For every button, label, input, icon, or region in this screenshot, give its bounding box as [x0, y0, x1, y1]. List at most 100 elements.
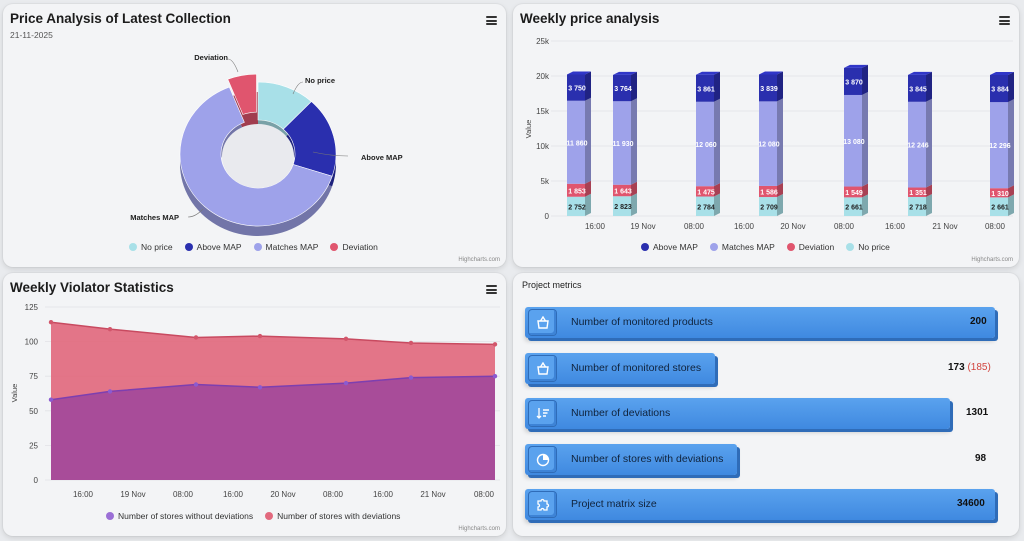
bar-segment[interactable] — [844, 186, 862, 198]
bar-segment[interactable] — [567, 74, 585, 101]
bar-top — [613, 71, 637, 75]
data-label: Deviation — [194, 53, 228, 62]
bar-segment[interactable] — [613, 101, 631, 185]
bar-segment[interactable] — [696, 74, 714, 102]
bar-segment[interactable] — [696, 101, 714, 187]
legend-marker — [709, 243, 718, 251]
data-point[interactable] — [48, 397, 54, 402]
data-point[interactable] — [193, 335, 199, 340]
data-point[interactable] — [343, 336, 349, 342]
bar-segment[interactable] — [908, 74, 926, 102]
bar-segment[interactable] — [990, 74, 1008, 103]
pie-chart-icon — [529, 447, 556, 472]
bar-segment[interactable] — [759, 185, 777, 198]
metric-value: 34600 — [957, 498, 985, 509]
legend-item[interactable]: Above MAP — [641, 242, 698, 252]
donut-hole — [222, 124, 294, 188]
bar-segment[interactable] — [908, 196, 926, 216]
legend-item[interactable]: Deviation — [786, 242, 834, 252]
legend-label: Number of stores with deviations — [277, 511, 401, 521]
bar-segment-side — [585, 180, 591, 197]
bar-segment[interactable] — [696, 186, 714, 197]
bar-segment[interactable] — [908, 101, 926, 188]
legend-item[interactable]: Number of stores with deviations — [265, 511, 400, 521]
bar-segment[interactable] — [990, 197, 1008, 216]
price-analysis-panel: Price Analysis of Latest Collection 21-1… — [3, 4, 506, 267]
bar-segment[interactable] — [844, 197, 862, 216]
data-label: 2 661 — [845, 205, 863, 212]
bar-segment[interactable] — [613, 196, 631, 216]
data-point[interactable] — [408, 375, 414, 380]
legend-item[interactable]: Above MAP — [184, 242, 242, 252]
legend-item[interactable]: No price — [129, 242, 173, 252]
data-point[interactable] — [107, 326, 113, 332]
bar-segment[interactable] — [613, 74, 631, 102]
chart-menu-icon[interactable] — [999, 16, 1010, 25]
bar-segment[interactable] — [759, 197, 777, 216]
legend-item[interactable]: Matches MAP — [709, 242, 775, 252]
metric-row-products[interactable]: Number of monitored products 200 — [525, 307, 1005, 340]
chart-menu-icon[interactable] — [486, 16, 497, 25]
legend-marker — [330, 243, 339, 251]
bar-segment[interactable] — [696, 196, 714, 216]
chart-menu-icon[interactable] — [486, 285, 497, 294]
data-point[interactable] — [107, 389, 113, 394]
bar-segment[interactable] — [908, 187, 926, 197]
data-point[interactable] — [492, 374, 498, 379]
data-label: 2 709 — [760, 205, 778, 212]
panel-title: Weekly price analysis — [520, 11, 660, 26]
legend-item[interactable]: Matches MAP — [253, 242, 318, 252]
data-label: No price — [305, 76, 335, 85]
metric-bar — [525, 489, 995, 520]
data-label: 11 930 — [612, 141, 633, 148]
data-point[interactable] — [257, 333, 263, 339]
donut-slice[interactable] — [227, 73, 257, 115]
legend-item[interactable]: Number of stores without deviations — [106, 511, 253, 521]
metric-row-stores-deviations[interactable]: Number of stores with deviations 98 — [525, 444, 1005, 477]
data-point[interactable] — [408, 340, 414, 346]
credit-label: Highcharts.com — [458, 526, 500, 532]
metric-row-stores[interactable]: Number of monitored stores 173 (185) — [525, 353, 1005, 386]
data-label: 3 870 — [845, 79, 863, 86]
x-tick-label: 21 Nov — [420, 490, 445, 499]
data-point[interactable] — [193, 382, 199, 387]
bar-segment[interactable] — [759, 101, 777, 186]
bar-segment-side — [714, 183, 720, 197]
y-tick-label: 75 — [29, 372, 38, 381]
bar-segment[interactable] — [759, 74, 777, 102]
bar-segment[interactable] — [990, 188, 1008, 198]
y-tick-label: 0 — [34, 476, 39, 485]
data-label: 3 764 — [614, 86, 632, 93]
project-metrics-panel: Project metrics Number of monitored prod… — [513, 273, 1019, 536]
bar-segment[interactable] — [567, 196, 585, 216]
bar-segment-side — [1008, 71, 1014, 103]
data-point[interactable] — [257, 385, 263, 390]
legend-label: No price — [141, 242, 173, 252]
legend-item[interactable]: No price — [846, 242, 890, 252]
bar-segment[interactable] — [613, 184, 631, 197]
data-point[interactable] — [48, 320, 54, 325]
bar-segment[interactable] — [567, 183, 585, 197]
y-tick-label: 20k — [536, 72, 550, 81]
bar-segment[interactable] — [844, 67, 862, 95]
bar-segment-side — [714, 98, 720, 187]
metric-value: 98 — [975, 453, 987, 464]
metric-row-deviations[interactable]: Number of deviations 1301 — [525, 398, 1005, 431]
data-point[interactable] — [343, 380, 349, 386]
legend-item[interactable]: Deviation — [330, 242, 378, 252]
x-tick-label: 19 Nov — [120, 490, 145, 499]
x-tick-label: 08:00 — [684, 222, 705, 231]
bar-segment-side — [926, 184, 932, 197]
bar-segment[interactable] — [567, 100, 585, 184]
area-series-without-deviations[interactable] — [51, 376, 495, 480]
bar-segment[interactable] — [844, 94, 862, 187]
metric-row-matrix[interactable]: Project matrix size 34600 — [525, 489, 1005, 522]
legend-marker — [106, 512, 114, 520]
legend-label: Deviation — [342, 242, 378, 252]
y-tick-label: 10k — [536, 142, 550, 151]
bar-segment-side — [1008, 185, 1014, 198]
y-axis-label: Value — [524, 120, 533, 139]
metric-value: 173 (185) — [948, 362, 991, 373]
data-point[interactable] — [492, 342, 498, 347]
bar-segment[interactable] — [990, 102, 1008, 189]
